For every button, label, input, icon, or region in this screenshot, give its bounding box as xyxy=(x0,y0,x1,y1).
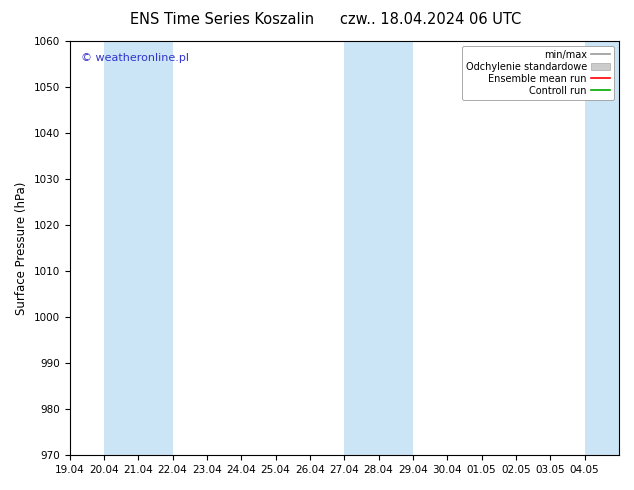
Bar xyxy=(585,41,619,455)
Text: © weatheronline.pl: © weatheronline.pl xyxy=(81,53,188,64)
Bar xyxy=(104,41,172,455)
Legend: min/max, Odchylenie standardowe, Ensemble mean run, Controll run: min/max, Odchylenie standardowe, Ensembl… xyxy=(462,46,614,99)
Bar xyxy=(344,41,413,455)
Text: ENS Time Series Koszalin: ENS Time Series Koszalin xyxy=(130,12,314,27)
Text: czw.. 18.04.2024 06 UTC: czw.. 18.04.2024 06 UTC xyxy=(340,12,522,27)
Y-axis label: Surface Pressure (hPa): Surface Pressure (hPa) xyxy=(15,181,28,315)
